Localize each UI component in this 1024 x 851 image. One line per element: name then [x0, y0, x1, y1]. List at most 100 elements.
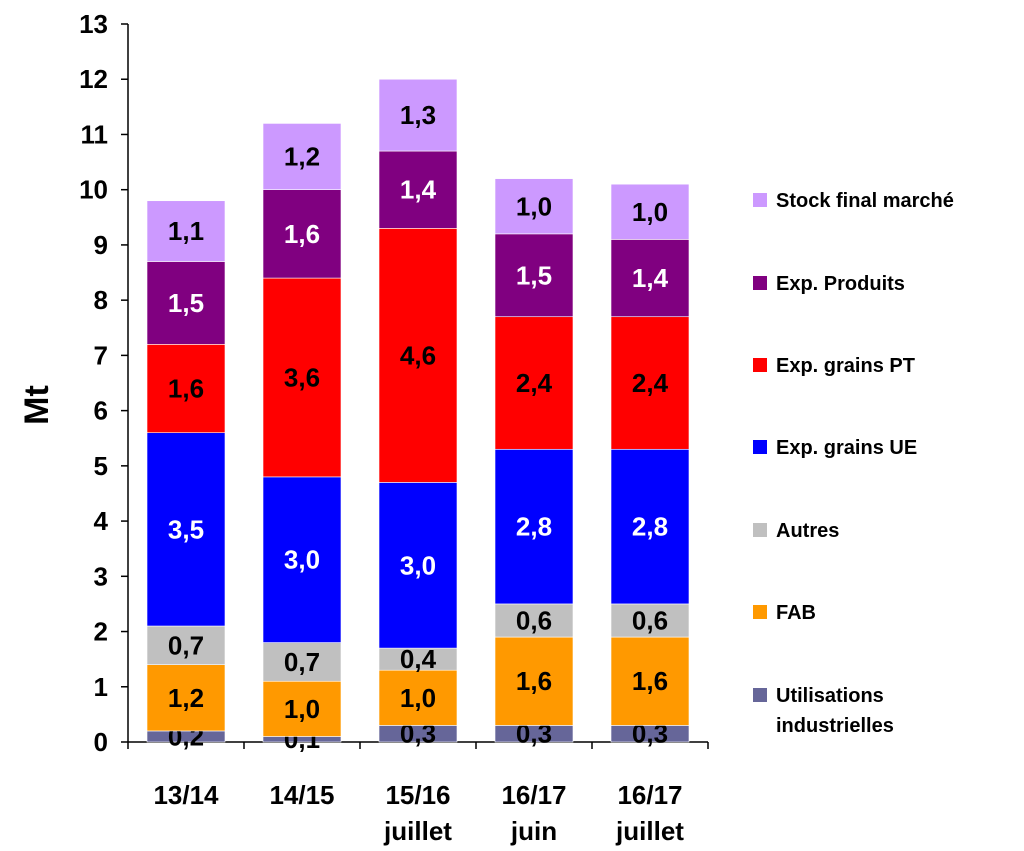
category-label: 16/17 — [617, 780, 682, 810]
category-label: 13/14 — [153, 780, 219, 810]
category-label: juin — [510, 816, 557, 846]
legend-swatch — [753, 688, 767, 702]
bar-segment — [378, 482, 458, 649]
y-tick-label: 1 — [94, 672, 108, 702]
bar-segment — [262, 189, 342, 279]
legend-item: Exp. Produits — [753, 273, 905, 295]
data-label: 1,2 — [168, 683, 204, 713]
data-label: 1,3 — [400, 100, 436, 130]
y-tick-label: 4 — [94, 506, 109, 536]
category-label: 14/15 — [269, 780, 334, 810]
bar-segment — [262, 123, 342, 190]
legend-swatch — [753, 276, 767, 290]
bar-segment — [610, 316, 690, 450]
bar-segment — [610, 636, 690, 726]
data-label: 0,7 — [284, 647, 320, 677]
legend-swatch — [753, 358, 767, 372]
bar-segment — [378, 669, 458, 726]
legend-label: FAB — [776, 602, 816, 624]
bar-segment — [146, 344, 226, 434]
y-axis-label: Mt — [18, 385, 56, 425]
data-label: 1,6 — [632, 666, 668, 696]
data-label: 0,6 — [516, 605, 552, 635]
legend-item: Stock final marché — [753, 190, 954, 212]
bar-segment — [378, 150, 458, 229]
y-tick-label: 2 — [94, 617, 108, 647]
data-label: 3,5 — [168, 514, 204, 544]
data-label: 1,0 — [284, 694, 320, 724]
category-label: 16/17 — [501, 780, 566, 810]
legend-label: Utilisations — [776, 685, 884, 707]
data-label: 1,1 — [168, 216, 204, 246]
data-label: 1,4 — [400, 175, 437, 205]
data-label: 1,6 — [284, 219, 320, 249]
legend-label: Stock final marché — [776, 190, 954, 212]
legend: Stock final marché Exp. Produits Exp. grai… — [753, 190, 954, 737]
data-label: 2,8 — [516, 512, 552, 542]
y-tick-label: 12 — [79, 64, 108, 94]
bar-segment — [494, 603, 574, 638]
bar-segment — [494, 636, 574, 726]
legend-label: Exp. Produits — [776, 273, 905, 295]
data-label: 3,0 — [400, 550, 436, 580]
data-label: 1,6 — [516, 666, 552, 696]
y-tick-label: 5 — [94, 451, 108, 481]
category-label: juillet — [615, 816, 684, 846]
bar-segment — [262, 642, 342, 682]
bar-segment — [494, 178, 574, 235]
bar-stack: 0,21,20,73,51,61,51,1 — [146, 200, 226, 751]
data-label: 1,0 — [632, 197, 668, 227]
data-label: 3,0 — [284, 545, 320, 575]
bar-stack: 0,11,00,73,03,61,61,2 — [262, 123, 342, 754]
data-label: 0,4 — [400, 644, 437, 674]
legend-item: Autres — [753, 520, 839, 542]
bar-segment — [262, 277, 342, 478]
bar-stack: 0,31,60,62,82,41,41,0 — [610, 183, 690, 749]
y-tick-label: 11 — [81, 119, 109, 149]
legend-swatch — [753, 193, 767, 207]
y-tick-label: 0 — [94, 727, 108, 757]
bar-stack: 0,31,60,62,82,41,51,0 — [494, 178, 574, 749]
data-label: 1,4 — [632, 263, 669, 293]
legend-label: Exp. grains UE — [776, 437, 917, 459]
data-label: 1,2 — [284, 142, 320, 172]
data-label: 3,6 — [284, 362, 320, 392]
bar-segment — [262, 680, 342, 737]
legend-item: Exp. grains UE — [753, 437, 917, 459]
data-label: 0,6 — [632, 605, 668, 635]
bar-segment — [146, 432, 226, 627]
y-tick-label: 3 — [94, 561, 108, 591]
x-category-labels: 13/14 14/15 15/16 juillet 16/17 juin 16/17 juil… — [153, 780, 684, 846]
y-tick-label: 8 — [94, 285, 108, 315]
data-label: 1,6 — [168, 374, 204, 404]
data-label: 2,8 — [632, 512, 668, 542]
legend-label: Exp. grains PT — [776, 355, 915, 377]
bar-segment — [610, 239, 690, 318]
legend-item: Utilisations industrielles — [753, 685, 894, 737]
bar-stack: 0,31,00,43,04,61,41,3 — [378, 78, 458, 749]
y-tick-label: 6 — [94, 396, 108, 426]
data-label: 0,7 — [168, 630, 204, 660]
legend-swatch — [753, 605, 767, 619]
legend-label: Autres — [776, 520, 839, 542]
legend-item: FAB — [753, 602, 816, 624]
data-label: 2,4 — [632, 368, 669, 398]
bar-segment — [494, 316, 574, 450]
bar-segment — [610, 448, 690, 605]
bar-segment — [146, 625, 226, 665]
legend-swatch — [753, 523, 767, 537]
data-label: 1,5 — [516, 260, 552, 290]
bar-segment — [262, 476, 342, 643]
data-label: 1,0 — [400, 683, 436, 713]
category-label: juillet — [383, 816, 452, 846]
data-label: 1,0 — [516, 191, 552, 221]
data-label: 2,4 — [516, 368, 553, 398]
y-tick-label: 13 — [79, 9, 108, 39]
bar-segment — [610, 603, 690, 638]
data-label: 4,6 — [400, 340, 436, 370]
legend-label: industrielles — [776, 715, 894, 737]
bar-segment — [378, 228, 458, 483]
category-label: 15/16 — [385, 780, 450, 810]
